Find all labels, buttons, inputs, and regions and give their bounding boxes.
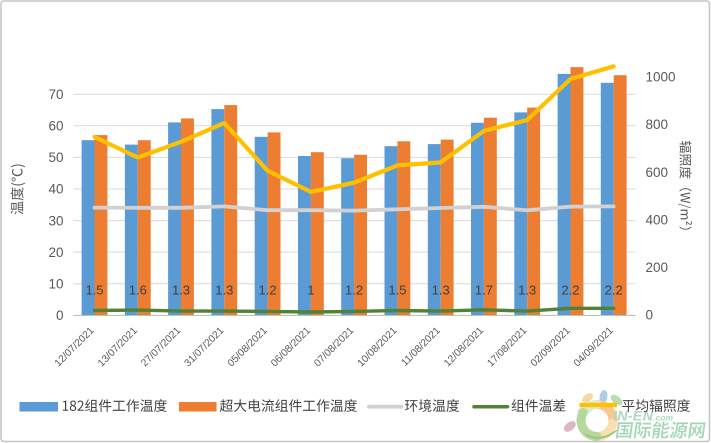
svg-text:1: 1	[307, 283, 314, 298]
svg-text:2.2: 2.2	[561, 283, 579, 298]
svg-text:1000: 1000	[646, 70, 676, 85]
svg-text:2.2: 2.2	[605, 283, 623, 298]
svg-text:400: 400	[646, 213, 669, 228]
svg-text:1.7: 1.7	[475, 283, 493, 298]
svg-text:800: 800	[646, 117, 669, 132]
svg-text:1.3: 1.3	[172, 283, 190, 298]
svg-text:30: 30	[48, 213, 63, 228]
svg-text:40: 40	[48, 182, 63, 197]
svg-text:0: 0	[646, 308, 654, 323]
svg-text:1.3: 1.3	[518, 283, 536, 298]
svg-text:10: 10	[48, 276, 63, 291]
svg-text:600: 600	[646, 165, 669, 180]
svg-text:20: 20	[48, 245, 63, 260]
svg-text:1.2: 1.2	[345, 283, 363, 298]
svg-text:1.5: 1.5	[85, 283, 103, 298]
svg-text:0: 0	[56, 308, 64, 323]
svg-text:1.6: 1.6	[129, 283, 147, 298]
svg-text:200: 200	[646, 260, 669, 275]
svg-text:1.3: 1.3	[432, 283, 450, 298]
svg-text:IN-EN.com: IN-EN.com	[613, 409, 674, 425]
svg-text:1.2: 1.2	[259, 283, 277, 298]
svg-text:60: 60	[48, 119, 63, 134]
svg-text:1.3: 1.3	[215, 283, 233, 298]
svg-text:50: 50	[48, 150, 63, 165]
svg-text:1.5: 1.5	[388, 283, 406, 298]
svg-text:70: 70	[48, 87, 63, 102]
